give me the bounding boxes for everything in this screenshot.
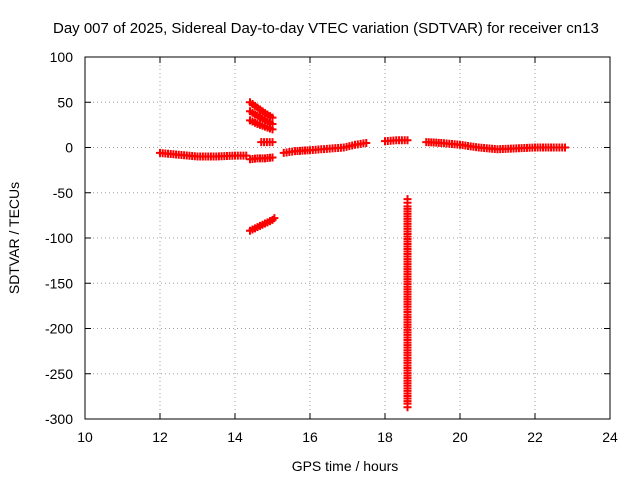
data-points: [156, 98, 569, 412]
data-point-sample: [251, 101, 259, 110]
x-tick-label: 24: [602, 429, 618, 445]
data-point-sample: [258, 107, 267, 116]
plus-marker: [558, 143, 567, 152]
x-tick-label: 12: [152, 429, 168, 445]
plus-marker: [266, 153, 274, 162]
x-tick-label: 10: [77, 429, 93, 445]
plus-marker: [251, 101, 259, 110]
plus-marker: [258, 121, 267, 130]
plus-marker: [266, 124, 274, 133]
data-point-sample: [251, 224, 259, 233]
data-point-sample: [265, 138, 274, 147]
plus-marker: [251, 118, 259, 127]
y-tick-label: -100: [45, 230, 73, 246]
grid: [85, 57, 610, 419]
plus-marker: [270, 214, 279, 223]
y-tick-label: -150: [45, 275, 73, 291]
data-point-sample: [403, 397, 412, 406]
y-tick-label: -200: [45, 321, 73, 337]
chart-title: Day 007 of 2025, Sidereal Day-to-day VTE…: [53, 20, 599, 37]
data-point-sample: [558, 143, 567, 152]
plus-marker: [348, 141, 357, 150]
data-point-sample: [400, 136, 409, 145]
data-point-sample: [266, 153, 274, 162]
y-tick-label: -300: [45, 411, 73, 427]
plus-marker: [403, 300, 412, 309]
x-tick-label: 22: [527, 429, 543, 445]
y-tick-label: 100: [50, 49, 74, 65]
data-point-sample: [403, 300, 412, 309]
data-point-sample: [258, 114, 267, 123]
ticks: [84, 56, 611, 420]
plus-marker: [400, 136, 409, 145]
x-tick-label: 20: [452, 429, 468, 445]
y-tick-label: 50: [57, 94, 73, 110]
x-tick-label: 18: [377, 429, 393, 445]
data-point-sample: [258, 220, 267, 229]
data-point-sample: [239, 151, 248, 160]
data-point-sample: [251, 118, 259, 127]
data-point-sample: [251, 110, 259, 119]
plus-marker: [251, 110, 259, 119]
plus-marker: [251, 224, 259, 233]
y-tick-label: -50: [53, 185, 73, 201]
plus-marker: [258, 220, 267, 229]
data-point-sample: [348, 141, 357, 150]
data-point-sample: [359, 139, 368, 148]
x-tick-label: 14: [227, 429, 243, 445]
data-point-sample: [258, 121, 267, 130]
plus-marker: [258, 107, 267, 116]
plus-marker: [266, 217, 274, 226]
x-axis-label: GPS time / hours: [292, 458, 399, 474]
tick-labels: 10 12 14 16 18 20 22 24 100 50 0 -50 -100 -150 -200 -25…: [45, 49, 618, 445]
data-point-sample: [266, 124, 274, 133]
plus-marker: [359, 139, 368, 148]
x-tick-label: 16: [302, 429, 318, 445]
y-tick-label: -250: [45, 366, 73, 382]
plus-marker: [403, 397, 412, 406]
y-tick-label: 0: [65, 140, 73, 156]
y-axis-label: SDTVAR / TECUs: [6, 182, 22, 294]
plus-marker: [239, 151, 248, 160]
plus-marker: [265, 138, 274, 147]
data-point-sample: [266, 217, 274, 226]
plus-marker: [258, 114, 267, 123]
data-point: [270, 214, 279, 223]
